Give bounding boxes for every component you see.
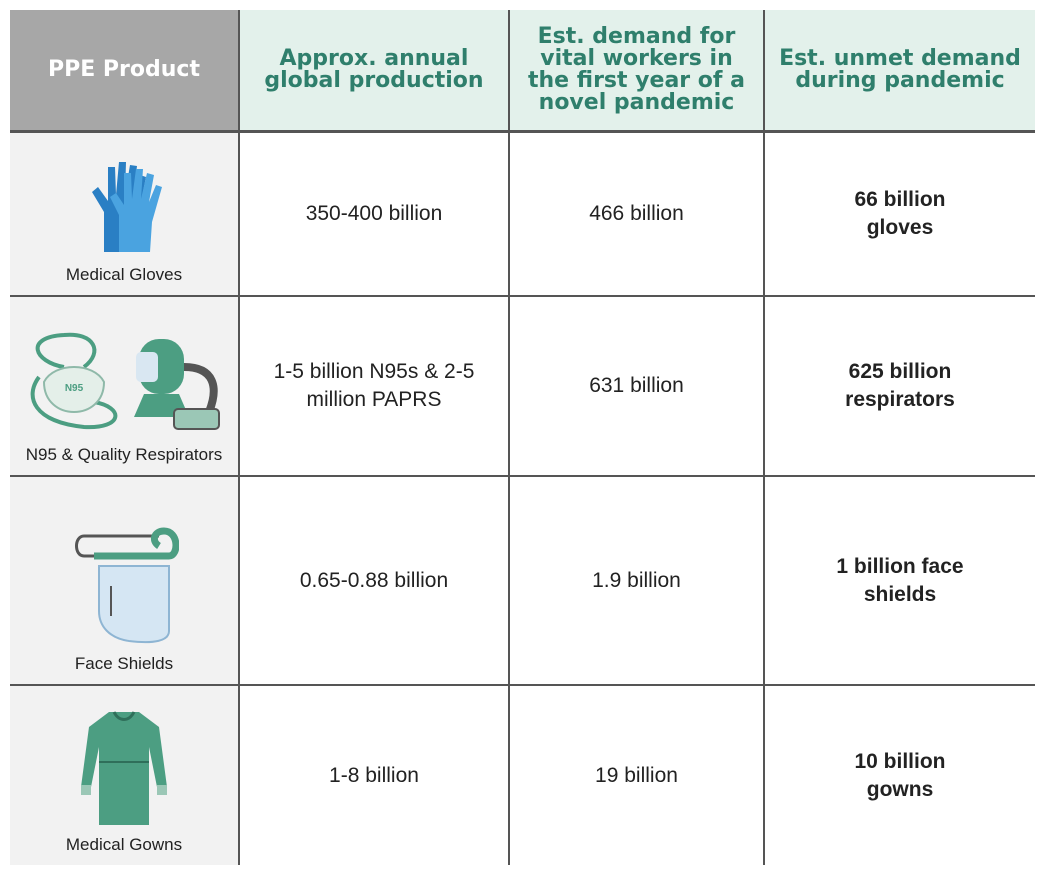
gown-icon: [79, 707, 169, 827]
demand-cell: 19 billion: [510, 686, 765, 865]
respirator-icon: N95: [24, 327, 224, 437]
unmet-cell: 1 billion face shields: [765, 477, 1035, 686]
header-cell: Est. unmet demand during pandemic: [765, 10, 1035, 133]
unmet-cell: 10 billion gowns: [765, 686, 1035, 865]
mask-label: N95: [65, 383, 84, 394]
ppe-table: PPE Product Approx. annual global produc…: [10, 10, 1035, 865]
header-cell: PPE Product: [10, 10, 240, 133]
unmet-cell: 625 billion respirators: [765, 297, 1035, 477]
unmet-cell: 66 billion gloves: [765, 133, 1035, 297]
product-label: N95 & Quality Respirators: [26, 445, 223, 465]
product-cell: Medical Gowns: [10, 686, 240, 865]
product-label: Face Shields: [75, 654, 173, 674]
face-shield-icon: [69, 526, 179, 646]
production-cell: 350-400 billion: [240, 133, 510, 297]
page: PPE Product Approx. annual global produc…: [0, 0, 1039, 873]
demand-cell: 631 billion: [510, 297, 765, 477]
product-cell: Face Shields: [10, 477, 240, 686]
production-cell: 0.65-0.88 billion: [240, 477, 510, 686]
production-cell: 1-5 billion N95s & 2-5 million PAPRS: [240, 297, 510, 477]
production-cell: 1-8 billion: [240, 686, 510, 865]
demand-cell: 1.9 billion: [510, 477, 765, 686]
gloves-icon: [74, 157, 174, 257]
header-cell: Est. demand for vital workers in the fir…: [510, 10, 765, 133]
product-cell: N95 N95 & Quality Respirators: [10, 297, 240, 477]
demand-cell: 466 billion: [510, 133, 765, 297]
product-label: Medical Gloves: [66, 265, 182, 285]
header-cell: Approx. annual global production: [240, 10, 510, 133]
product-label: Medical Gowns: [66, 835, 182, 855]
product-cell: Medical Gloves: [10, 133, 240, 297]
